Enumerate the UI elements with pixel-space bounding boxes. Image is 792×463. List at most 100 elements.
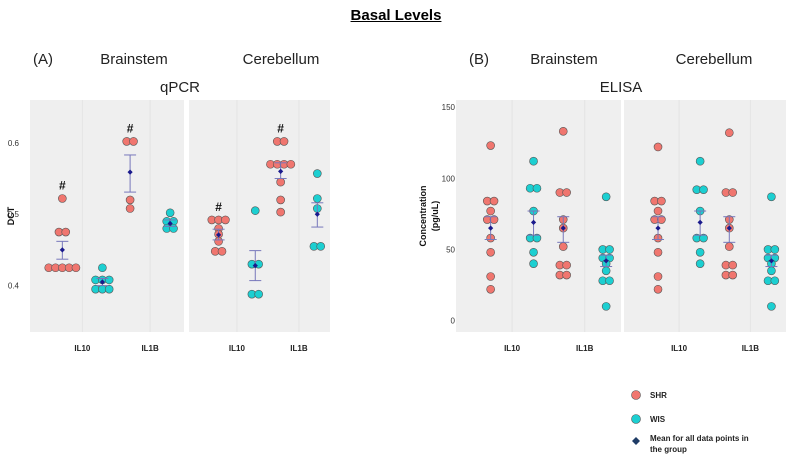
data-point-wis [313,169,322,178]
data-point-shr [724,128,734,138]
category-tick-label: IL10 [229,344,246,353]
data-point-wis [695,247,705,257]
y-tick-label: 150 [442,103,456,112]
category-tick-label: IL10 [74,344,91,353]
legend: SHR WIS Mean for all data points in the gro… [631,390,749,454]
data-point-shr [486,285,495,294]
mean-marker [697,219,703,226]
data-point-shr [279,137,289,146]
facet-label: Brainstem [530,51,598,68]
data-point-wis [767,192,776,202]
y-tick-label: 0.6 [8,139,20,148]
data-point-wis [529,259,538,268]
data-point-shr [558,242,568,251]
data-point-shr [486,141,495,150]
mean-marker [278,168,284,174]
data-point-shr [71,263,81,273]
significance-marker: # [277,121,284,135]
significance-marker: # [127,121,134,135]
significance-marker: # [59,179,66,193]
legend-marker-mean [632,437,640,445]
data-point-wis [699,185,708,194]
data-point-shr [486,247,495,257]
data-point-shr [276,207,285,217]
figure-title: Basal Levels [350,7,442,24]
data-point-wis [316,242,326,251]
data-point-wis [169,224,178,233]
category-tick-label: IL10 [504,344,521,353]
legend-label-cont: the group [650,445,687,454]
data-point-wis [532,233,542,243]
data-point-shr [657,196,666,206]
data-point-wis [770,245,780,254]
panel-label: (B) [469,51,489,68]
mean-marker [99,279,105,285]
data-point-wis [767,266,776,276]
data-point-shr [125,195,135,205]
data-point-shr [286,159,296,169]
mean-marker [603,258,609,264]
data-point-wis [250,206,260,215]
mean-marker [167,220,173,227]
data-point-shr [486,272,495,281]
data-point-wis [98,263,107,273]
data-point-shr [728,260,738,270]
panel-label: (A) [33,51,53,68]
data-point-shr [728,188,738,197]
mean-marker [127,169,133,175]
category-tick-label: IL10 [671,344,688,353]
data-point-shr [61,227,71,237]
data-point-wis [601,266,611,276]
data-point-wis [165,208,175,218]
legend-label: Mean for all data points in [650,434,749,443]
chart-panel-0: (A) qPCR Brainstem IL10 IL1B Cerebellum IL10 IL… [6,51,330,353]
category-tick-label: IL1B [141,344,159,353]
data-point-wis [532,183,542,193]
data-point-shr [276,177,285,187]
facet-label: Cerebellum [676,51,753,68]
data-point-wis [104,275,114,285]
mean-marker [314,211,320,217]
data-point-wis [313,194,322,203]
data-point-wis [767,302,776,311]
data-point-shr [653,142,663,152]
data-point-shr [562,188,571,197]
mean-marker [726,225,732,231]
data-point-shr [728,270,738,280]
data-point-shr [653,206,663,216]
data-point-wis [254,289,263,299]
legend-label: SHR [650,391,667,400]
facet-panel [30,100,184,332]
data-point-wis [699,233,708,243]
significance-marker: # [215,200,222,214]
data-point-wis [695,259,705,268]
chart-title: ELISA [600,79,643,96]
data-point-shr [562,270,571,280]
data-point-wis [695,156,705,166]
data-point-wis [529,156,538,166]
mean-marker [530,219,537,226]
data-point-shr [657,215,666,224]
data-point-wis [104,284,114,294]
category-tick-label: IL1B [576,344,594,353]
legend-marker-shr [631,390,641,400]
y-tick-label: 100 [442,174,456,183]
data-point-shr [486,206,495,216]
mean-marker [655,225,661,231]
data-point-shr [653,285,663,294]
data-point-shr [724,242,734,251]
mean-marker [768,258,775,264]
facet-panel [624,100,786,332]
data-point-wis [601,192,611,202]
data-point-shr [276,195,285,205]
data-point-wis [770,276,780,286]
mean-marker [252,263,258,269]
data-point-shr [221,215,230,225]
y-tick-label: 0.5 [8,210,20,219]
y-axis-label: DCT [6,206,16,225]
facet-panel [456,100,621,332]
data-point-shr [217,247,227,256]
data-point-shr [58,194,67,203]
data-point-shr [558,127,568,136]
